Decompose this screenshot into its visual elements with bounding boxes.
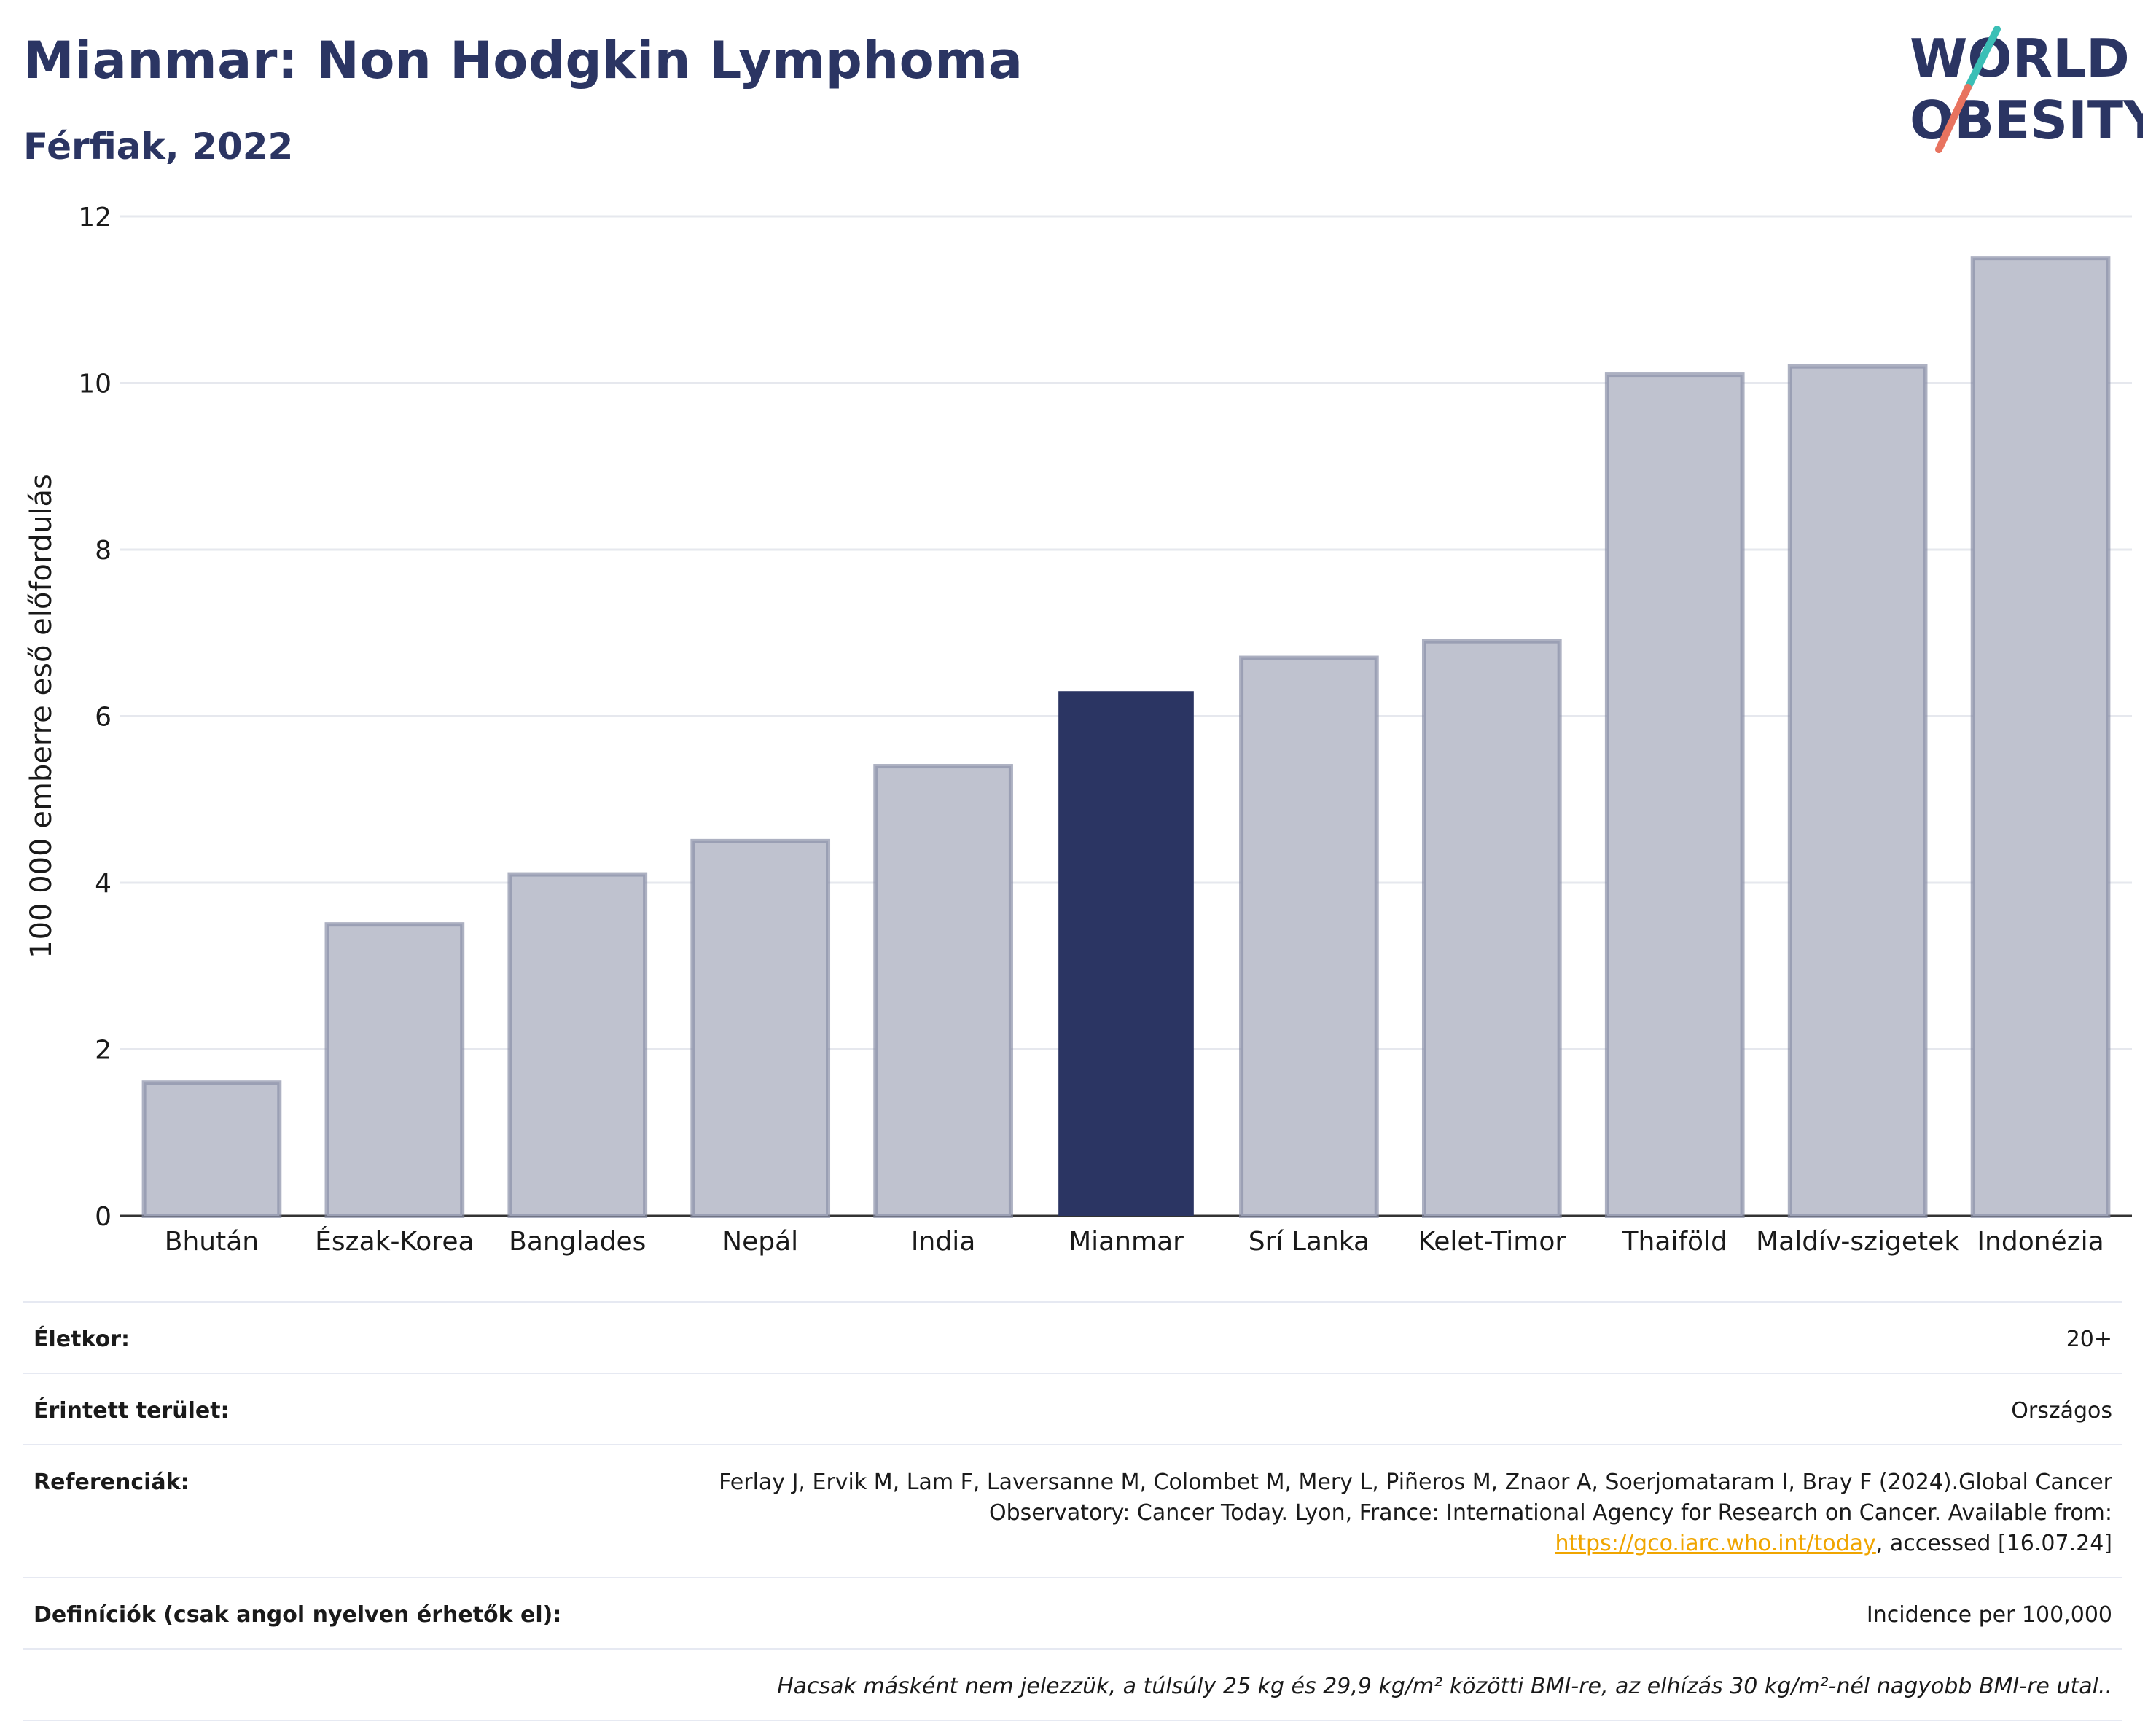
chart-subtitle: Férfiak, 2022 — [23, 125, 294, 168]
y-tick-label: 10 — [78, 370, 112, 399]
logo-slash-teal — [1964, 26, 2001, 91]
bar — [1421, 639, 1562, 1218]
references-accessed: , accessed [16.07.24] — [1875, 1531, 2112, 1556]
bar — [1058, 691, 1194, 1216]
info-row-area: Érintett terület: Országos — [23, 1373, 2122, 1444]
references-value: Ferlay J, Ervik M, Lam F, Laversanne M, … — [655, 1467, 2112, 1559]
references-link[interactable]: https://gco.iarc.who.int/today — [1555, 1531, 1876, 1556]
y-tick-label: 2 — [95, 1036, 112, 1066]
bar-chart: 0 2 4 6 8 10 12 Bhután Észak-Korea Banglades Nepá… — [25, 203, 2132, 1257]
area-label: Érintett terület: — [34, 1398, 230, 1424]
logo-line-world: WORLD — [1910, 28, 2130, 89]
x-tick-label: Srí Lanka — [1249, 1227, 1370, 1257]
x-tick-label: India — [911, 1227, 975, 1257]
y-tick-label: 4 — [95, 869, 112, 899]
bar — [1787, 364, 1928, 1218]
x-tick-label: Thaiföld — [1622, 1227, 1727, 1257]
area-value: Országos — [2011, 1398, 2112, 1424]
bar — [1970, 256, 2111, 1218]
bar — [141, 1080, 282, 1218]
info-row-references: Referenciák: Ferlay J, Ervik M, Lam F, L… — [23, 1444, 2122, 1577]
x-tick-label: Bhután — [165, 1227, 259, 1257]
logo-slash-coral — [1935, 84, 1972, 153]
y-tick-label: 12 — [78, 203, 112, 233]
bar — [873, 764, 1013, 1218]
y-tick-label: 6 — [95, 703, 112, 733]
bars — [141, 256, 2111, 1219]
bar — [324, 922, 465, 1218]
x-tick-label: Maldív-szigetek — [1756, 1227, 1959, 1257]
bar — [1604, 372, 1745, 1219]
x-tick-label: Mianmar — [1069, 1227, 1184, 1257]
definitions-label: Definíciók (csak angol nyelven érhetők e… — [34, 1602, 562, 1628]
age-label: Életkor: — [34, 1327, 130, 1352]
footnote: Hacsak másként nem jelezzük, a túlsúly 2… — [777, 1674, 2112, 1699]
y-axis-label: 100 000 emberre eső előfordulás — [25, 474, 58, 959]
info-row-age: Életkor: 20+ — [23, 1301, 2122, 1373]
x-tick-label: Indonézia — [1977, 1227, 2104, 1257]
bar — [507, 872, 648, 1218]
world-obesity-logo: WORLD OBESITY — [1910, 26, 2143, 153]
bar — [690, 838, 831, 1218]
x-tick-label: Nepál — [722, 1227, 798, 1257]
info-row-definitions: Definíciók (csak angol nyelven érhetők e… — [23, 1577, 2122, 1648]
x-tick-label: Banglades — [509, 1227, 646, 1257]
x-axis-ticks: Bhután Észak-Korea Banglades Nepál India Mian… — [165, 1226, 2104, 1257]
info-table: Életkor: 20+ Érintett terület: Országos … — [23, 1301, 2122, 1721]
x-tick-label: Kelet-Timor — [1418, 1227, 1566, 1257]
y-tick-label: 8 — [95, 536, 112, 566]
y-tick-label: 0 — [95, 1202, 112, 1232]
chart-title: Mianmar: Non Hodgkin Lymphoma — [23, 31, 1023, 90]
references-label: Referenciák: — [34, 1470, 190, 1495]
references-text: Ferlay J, Ervik M, Lam F, Laversanne M, … — [719, 1470, 2112, 1526]
info-row-note: Hacsak másként nem jelezzük, a túlsúly 2… — [23, 1648, 2122, 1721]
bar — [1239, 655, 1379, 1218]
definitions-value: Incidence per 100,000 — [1866, 1602, 2112, 1628]
x-tick-label: Észak-Korea — [315, 1226, 474, 1257]
y-axis-ticks: 0 2 4 6 8 10 12 — [78, 203, 112, 1232]
age-value: 20+ — [2066, 1327, 2112, 1352]
